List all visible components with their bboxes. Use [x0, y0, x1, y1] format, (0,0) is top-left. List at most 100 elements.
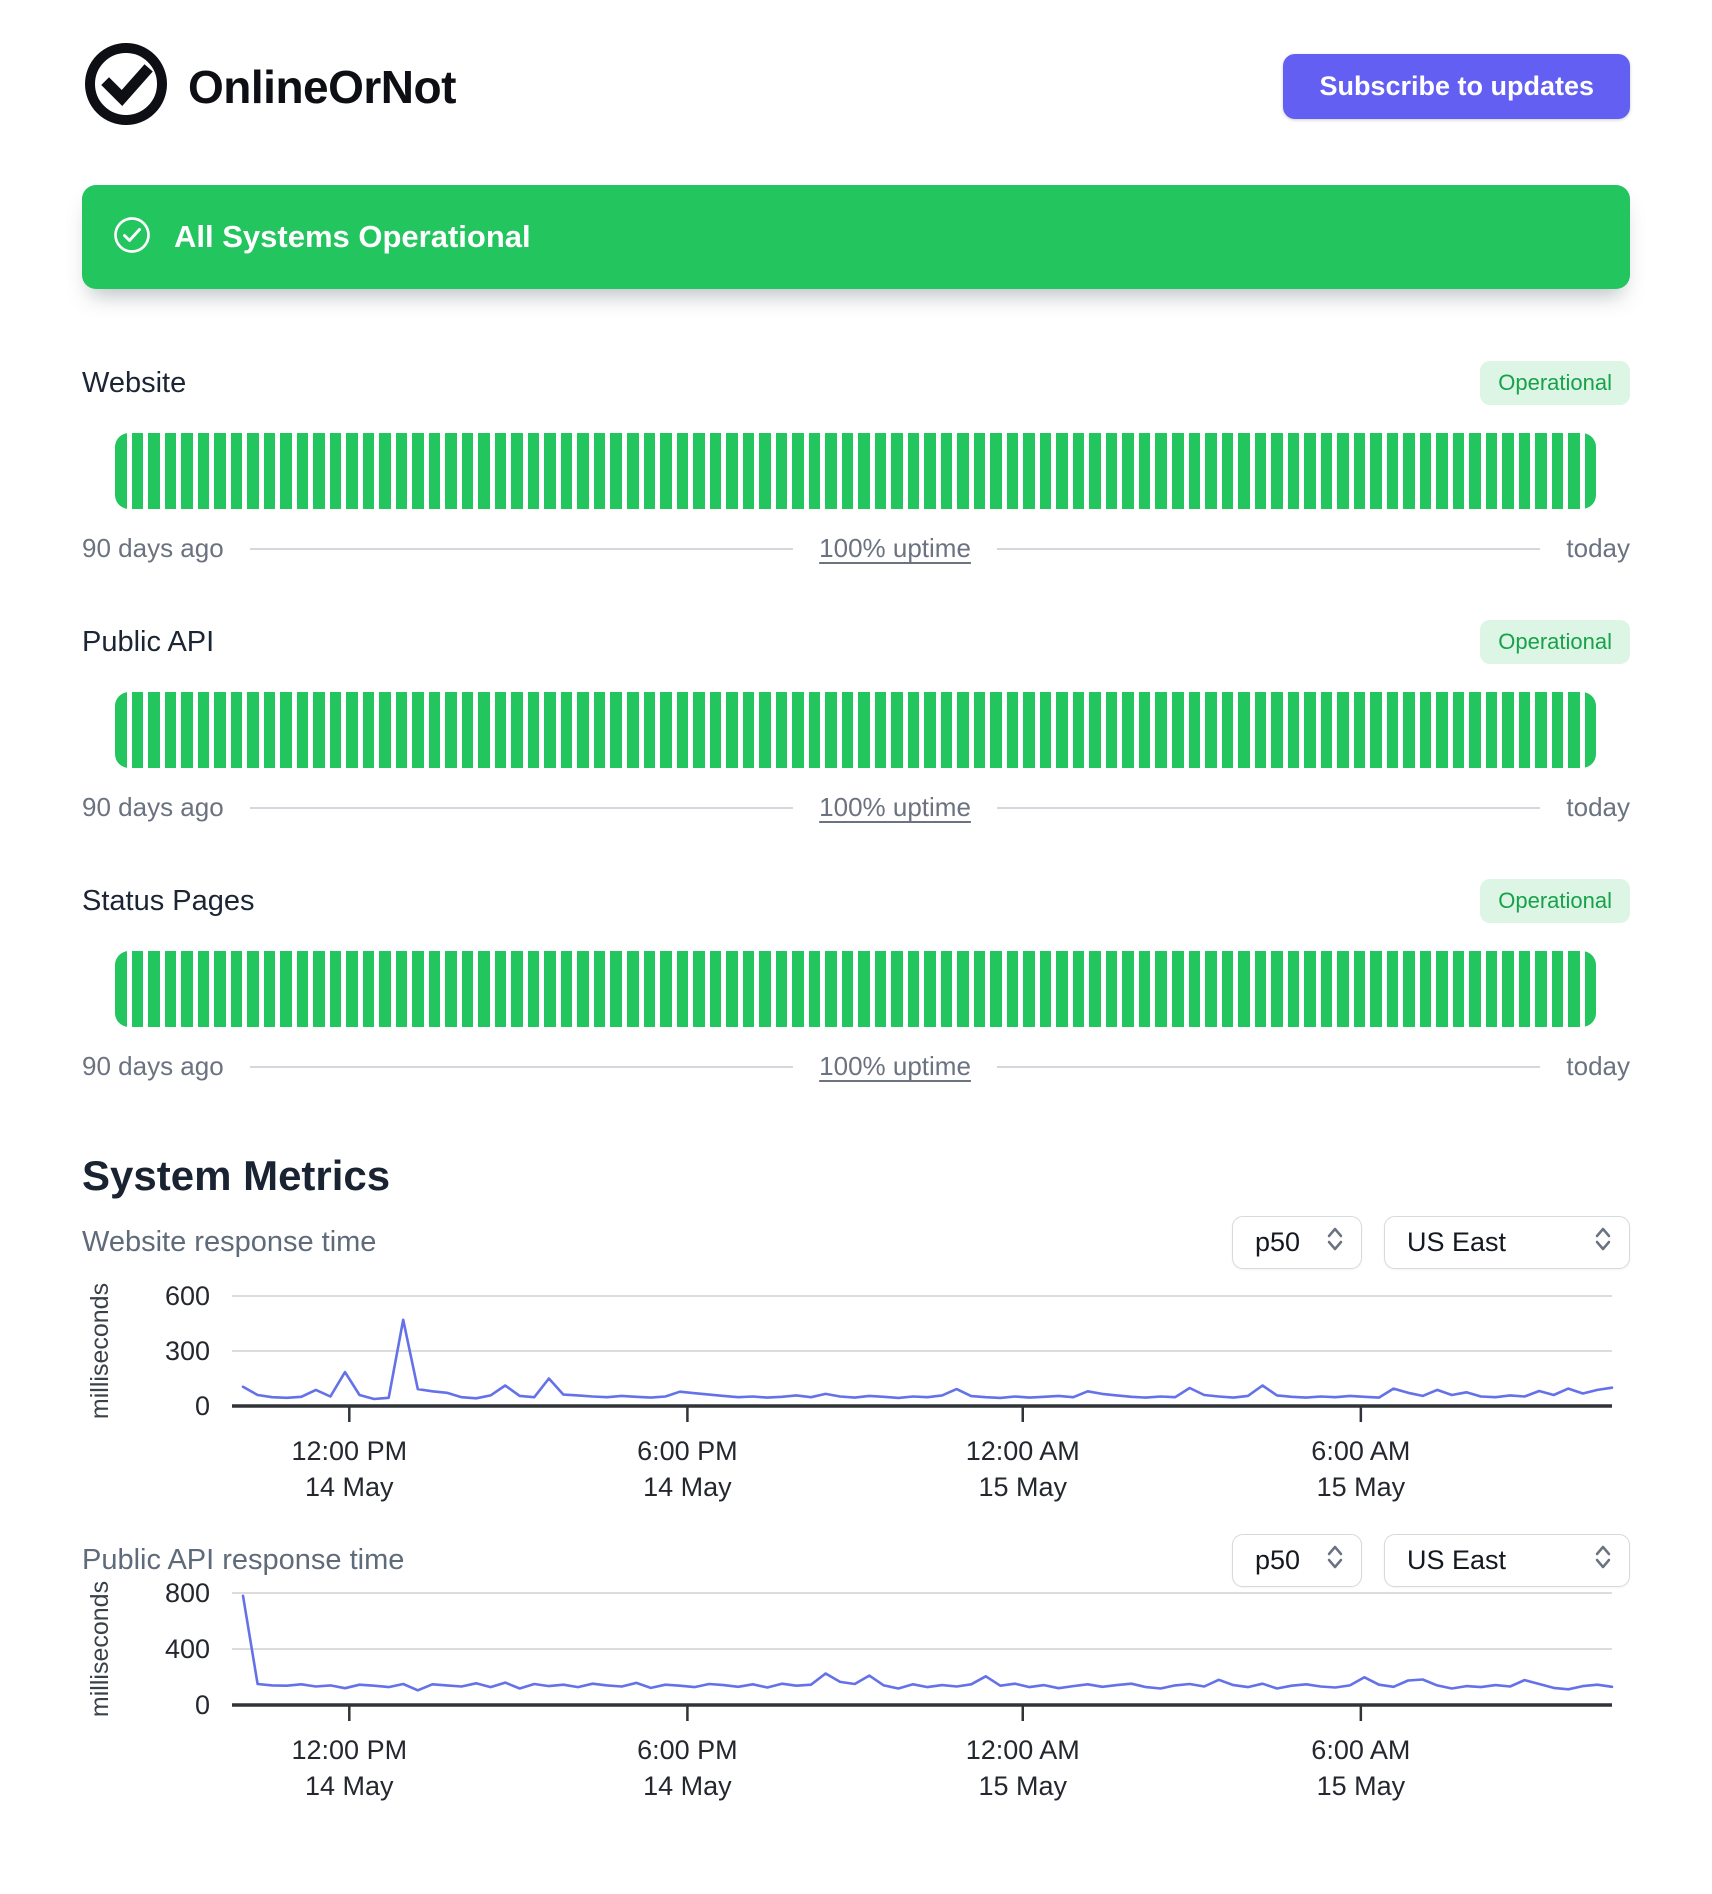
- uptime-day-bar[interactable]: [1271, 951, 1283, 1027]
- uptime-day-bar[interactable]: [280, 951, 292, 1027]
- percentile-select[interactable]: p50: [1232, 1534, 1362, 1587]
- uptime-day-bar[interactable]: [313, 692, 325, 768]
- uptime-day-bar[interactable]: [478, 692, 490, 768]
- uptime-day-bar[interactable]: [346, 433, 358, 509]
- uptime-day-bar[interactable]: [676, 951, 689, 1027]
- uptime-day-bar[interactable]: [362, 951, 375, 1027]
- uptime-day-bar[interactable]: [726, 433, 738, 509]
- uptime-day-bar[interactable]: [957, 692, 969, 768]
- uptime-day-bar[interactable]: [1518, 692, 1531, 768]
- uptime-day-bar[interactable]: [759, 692, 771, 768]
- uptime-day-bar[interactable]: [1304, 692, 1316, 768]
- uptime-day-bar[interactable]: [643, 951, 656, 1027]
- uptime-day-bar[interactable]: [841, 433, 854, 509]
- uptime-day-bar[interactable]: [1254, 433, 1267, 509]
- uptime-day-bar[interactable]: [412, 433, 424, 509]
- uptime-day-bar[interactable]: [263, 951, 276, 1027]
- uptime-day-bar[interactable]: [346, 951, 358, 1027]
- uptime-day-bar[interactable]: [1518, 951, 1531, 1027]
- uptime-day-bar[interactable]: [395, 951, 408, 1027]
- uptime-day-bar[interactable]: [560, 692, 573, 768]
- uptime-day-bar[interactable]: [1485, 433, 1498, 509]
- uptime-day-bar[interactable]: [329, 692, 342, 768]
- uptime-day-bar[interactable]: [1155, 433, 1167, 509]
- uptime-day-bar[interactable]: [1337, 951, 1349, 1027]
- uptime-day-bar[interactable]: [511, 951, 523, 1027]
- uptime-day-bar[interactable]: [660, 951, 672, 1027]
- uptime-day-bar[interactable]: [940, 692, 953, 768]
- uptime-day-bar[interactable]: [1419, 433, 1432, 509]
- uptime-day-bar[interactable]: [1469, 951, 1481, 1027]
- uptime-day-bar[interactable]: [643, 433, 656, 509]
- uptime-day-bar[interactable]: [544, 692, 556, 768]
- uptime-day-bar[interactable]: [1089, 951, 1101, 1027]
- uptime-day-bar[interactable]: [940, 433, 953, 509]
- uptime-day-bar[interactable]: [792, 692, 804, 768]
- uptime-day-bar[interactable]: [858, 433, 870, 509]
- uptime-day-bar[interactable]: [775, 951, 788, 1027]
- uptime-day-bar[interactable]: [1172, 951, 1184, 1027]
- uptime-day-bar[interactable]: [726, 951, 738, 1027]
- uptime-day-bar[interactable]: [1403, 433, 1415, 509]
- uptime-day-bar[interactable]: [1205, 951, 1217, 1027]
- uptime-day-bar[interactable]: [1072, 433, 1085, 509]
- uptime-day-bar[interactable]: [1353, 433, 1366, 509]
- uptime-day-bar[interactable]: [296, 951, 309, 1027]
- uptime-day-bar[interactable]: [412, 951, 424, 1027]
- uptime-day-bar[interactable]: [1436, 951, 1448, 1027]
- uptime-day-bar[interactable]: [544, 433, 556, 509]
- uptime-day-bar[interactable]: [214, 951, 226, 1027]
- uptime-day-bar[interactable]: [593, 951, 606, 1027]
- uptime-day-bar[interactable]: [1287, 692, 1300, 768]
- uptime-day-bar[interactable]: [742, 692, 755, 768]
- uptime-day-bar[interactable]: [891, 433, 903, 509]
- uptime-day-bar[interactable]: [693, 951, 705, 1027]
- uptime-day-bar[interactable]: [808, 433, 821, 509]
- uptime-day-bar[interactable]: [825, 692, 837, 768]
- subscribe-button[interactable]: Subscribe to updates: [1283, 54, 1630, 119]
- uptime-day-bar[interactable]: [1039, 692, 1052, 768]
- uptime-day-bar[interactable]: [1271, 692, 1283, 768]
- uptime-day-bar[interactable]: [1518, 433, 1531, 509]
- uptime-day-bar[interactable]: [1386, 433, 1399, 509]
- uptime-day-bar[interactable]: [230, 433, 243, 509]
- uptime-day-bar[interactable]: [362, 433, 375, 509]
- uptime-day-bar[interactable]: [164, 433, 177, 509]
- uptime-day-bar[interactable]: [1039, 951, 1052, 1027]
- uptime-day-bar[interactable]: [1353, 951, 1366, 1027]
- uptime-day-bar[interactable]: [957, 951, 969, 1027]
- uptime-day-bar[interactable]: [1320, 433, 1333, 509]
- uptime-day-bar[interactable]: [1138, 692, 1151, 768]
- uptime-day-bar[interactable]: [445, 951, 457, 1027]
- uptime-day-bar[interactable]: [726, 692, 738, 768]
- uptime-day-bar[interactable]: [1403, 692, 1415, 768]
- uptime-day-bar[interactable]: [1105, 951, 1118, 1027]
- uptime-day-bar[interactable]: [858, 692, 870, 768]
- uptime-day-bar[interactable]: [1386, 692, 1399, 768]
- uptime-day-bar[interactable]: [148, 433, 160, 509]
- uptime-day-bar[interactable]: [1023, 951, 1035, 1027]
- uptime-day-bar[interactable]: [230, 951, 243, 1027]
- uptime-day-bar[interactable]: [808, 951, 821, 1027]
- uptime-day-bar[interactable]: [197, 951, 210, 1027]
- uptime-day-bar[interactable]: [1452, 951, 1465, 1027]
- uptime-percent-link[interactable]: 100% uptime: [819, 792, 971, 822]
- uptime-day-bar[interactable]: [1403, 951, 1415, 1027]
- uptime-day-bar[interactable]: [197, 433, 210, 509]
- uptime-day-bar[interactable]: [610, 433, 622, 509]
- uptime-day-bar[interactable]: [1072, 692, 1085, 768]
- uptime-day-bar[interactable]: [1221, 433, 1234, 509]
- uptime-day-bar[interactable]: [1304, 433, 1316, 509]
- uptime-day-bar[interactable]: [1304, 951, 1316, 1027]
- uptime-day-bar[interactable]: [412, 692, 424, 768]
- uptime-day-bar[interactable]: [181, 692, 193, 768]
- uptime-day-bar[interactable]: [494, 433, 507, 509]
- uptime-day-bar[interactable]: [544, 951, 556, 1027]
- uptime-day-bar[interactable]: [693, 692, 705, 768]
- uptime-day-bar[interactable]: [1469, 692, 1481, 768]
- uptime-day-bar[interactable]: [511, 692, 523, 768]
- uptime-day-bar[interactable]: [1271, 433, 1283, 509]
- uptime-day-bar[interactable]: [1535, 692, 1547, 768]
- uptime-day-bar[interactable]: [527, 951, 540, 1027]
- uptime-day-bar[interactable]: [560, 951, 573, 1027]
